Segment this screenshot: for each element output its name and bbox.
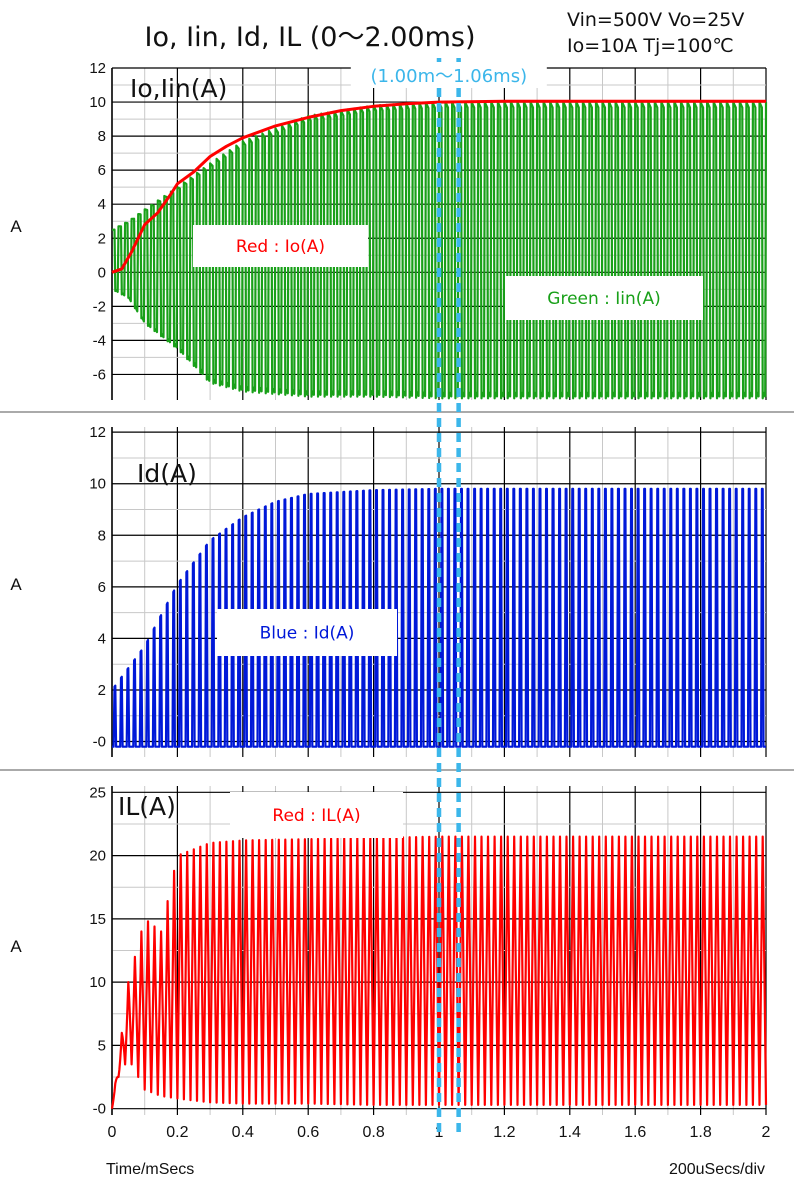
y-tick-label: 2 [98, 682, 106, 699]
panel-3: 25 20 15 10 5 -0 A IL(A) Red : IL(A) 0 0.2 0.4 0.6 0.… [10, 784, 770, 1141]
panel-label: IL(A) [118, 792, 176, 821]
highlight-layer: (1.00m～1.06ms) [350, 58, 547, 1135]
y-tick-label: 5 [98, 1037, 106, 1054]
conditions-line-2: Io=10A Tj=100℃ [567, 35, 734, 57]
panel-label: Id(A) [137, 459, 197, 488]
y-tick-label: 25 [89, 784, 106, 801]
y-tick-label: -2 [93, 298, 106, 315]
x-tick-label: 0.8 [362, 1124, 384, 1141]
y-tick-label: 10 [89, 94, 106, 111]
legend-label: Red : IL(A) [272, 806, 360, 826]
legend-label: Red : Io(A) [236, 237, 325, 257]
y-tick-label: 12 [89, 60, 106, 77]
legend-box [230, 792, 403, 838]
highlight-label: (1.00m～1.06ms) [370, 66, 527, 87]
highlight-label-box [350, 62, 547, 88]
x-tick-label: 0 [108, 1124, 117, 1141]
panel-2: 12 10 8 6 4 2 -0 A Id(A) Blue : Id(A) [0, 424, 794, 771]
y-tick-label: 0 [98, 264, 106, 281]
legend-label: Blue : Id(A) [260, 624, 355, 644]
y-tick-label: 10 [89, 974, 106, 991]
legend-box [505, 276, 703, 320]
y-axis-label: A [10, 937, 22, 956]
x-tick-label: 1.2 [493, 1124, 515, 1141]
x-tick-label: 2 [762, 1124, 771, 1141]
legend-label: Green : Iin(A) [547, 289, 660, 309]
legend-box [217, 609, 397, 656]
y-tick-label: 8 [98, 527, 106, 544]
y-tick-label: 6 [98, 579, 106, 596]
chart-title: Io, Iin, Id, IL (0～2.00ms) [145, 22, 476, 53]
y-tick-label: 12 [89, 424, 106, 441]
y-tick-label: 2 [98, 230, 106, 247]
y-tick-label: -4 [93, 332, 106, 349]
series-line-3-1 [110, 835, 768, 1109]
legend-box [193, 225, 368, 267]
x-tick-label: 1.6 [624, 1124, 646, 1141]
series-line-1-1 [111, 99, 766, 274]
y-tick-label: 10 [89, 476, 106, 493]
y-axis-label: A [10, 575, 22, 594]
x-axis-label: Time/mSecs [106, 1161, 194, 1178]
y-axis-label: A [10, 217, 22, 236]
y-tick-label: 20 [89, 848, 106, 865]
y-tick-label: 8 [98, 128, 106, 145]
x-tick-label: 1.4 [559, 1124, 581, 1141]
conditions-line-1: Vin=500V Vo=25V [567, 9, 744, 31]
panel-1: 12 10 8 6 4 2 0 -2 -4 -6 A Io,Iin(A) Red : Io(A) Gree… [0, 60, 794, 413]
x-tick-label: 0.2 [166, 1124, 188, 1141]
x-tick-label: 1 [435, 1124, 444, 1141]
y-tick-label: 6 [98, 162, 106, 179]
y-tick-label: -6 [93, 366, 106, 383]
series-line-2-1 [111, 487, 767, 748]
timebase-label: 200uSecs/div [669, 1161, 765, 1178]
y-tick-label: 15 [89, 911, 106, 928]
x-tick-label: 0.6 [297, 1124, 319, 1141]
y-tick-label: 4 [98, 630, 106, 647]
panel-label: Io,Iin(A) [130, 74, 227, 103]
x-tick-label: 0.4 [232, 1124, 254, 1141]
y-tick-label: -0 [93, 1101, 106, 1118]
x-tick-label: 1.8 [689, 1124, 711, 1141]
y-tick-label: 4 [98, 196, 106, 213]
y-tick-label: -0 [93, 734, 106, 751]
